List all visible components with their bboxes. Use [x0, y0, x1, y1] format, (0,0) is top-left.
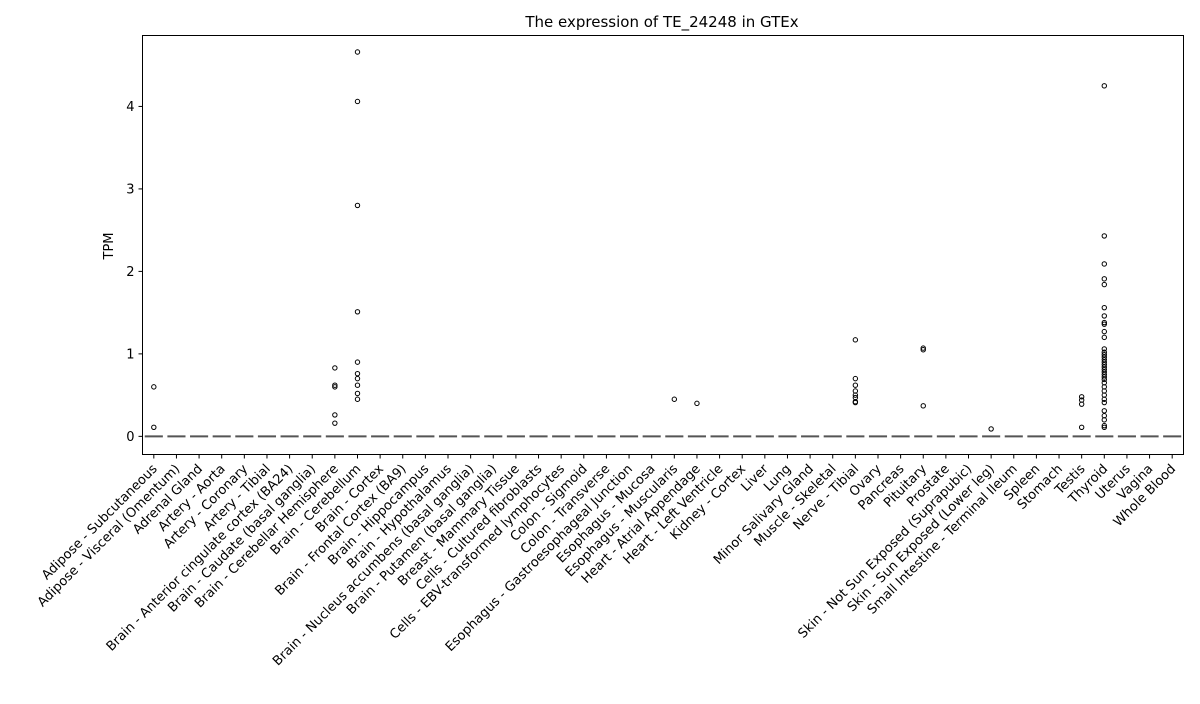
outlier-point [151, 424, 157, 430]
outlier-point [1101, 321, 1107, 327]
outlier-point [1101, 396, 1107, 402]
outlier-point [1101, 422, 1107, 429]
y-tick-label: 1 [126, 347, 134, 362]
outlier-point [354, 359, 361, 365]
outlier-point [1078, 401, 1085, 407]
outlier-point [988, 426, 994, 432]
outlier-point [1101, 351, 1107, 358]
chart-title: The expression of TE_24248 in GTEx [524, 13, 798, 32]
outlier-point [920, 403, 926, 409]
outlier-point [354, 202, 361, 209]
y-axis-label: TPM [102, 233, 117, 261]
outlier-point [151, 384, 157, 390]
outlier-point [1101, 369, 1107, 375]
outlier-point [1101, 261, 1107, 267]
outlier-point [1101, 319, 1107, 326]
outlier-point [671, 396, 678, 402]
outlier-point [1101, 346, 1107, 352]
outlier-point [1101, 371, 1107, 378]
outlier-point [332, 412, 338, 418]
outlier-point [354, 396, 361, 402]
outlier-point [354, 390, 361, 397]
outlier-point [354, 309, 361, 315]
outlier-point [1101, 361, 1107, 368]
outlier-point [1101, 424, 1107, 430]
outlier-point [354, 382, 361, 388]
outlier-point [852, 382, 859, 388]
outlier-point [852, 375, 859, 382]
outlier-point [852, 392, 859, 398]
outlier-point [354, 370, 361, 377]
y-tick-label: 2 [126, 265, 134, 280]
outlier-point [1101, 364, 1107, 370]
outlier-point [1101, 233, 1107, 239]
outlier-point [1101, 349, 1107, 355]
outlier-point [1101, 276, 1107, 282]
outlier-point [1101, 334, 1107, 341]
outlier-point [1101, 313, 1107, 319]
outlier-point [354, 98, 361, 105]
outlier-point [1101, 366, 1107, 373]
outlier-point [852, 399, 859, 406]
outlier-point [1101, 399, 1107, 406]
outlier-point [694, 400, 700, 407]
plot-frame [142, 35, 1184, 455]
outlier-point [920, 345, 926, 351]
outlier-point [1101, 304, 1107, 311]
outlier-point [332, 420, 338, 426]
outlier-point [1101, 354, 1107, 360]
outlier-point [1101, 408, 1107, 414]
outlier-point [332, 384, 338, 390]
outlier-point [332, 365, 338, 371]
outlier-point [1101, 376, 1107, 383]
outlier-point [1101, 281, 1107, 288]
outlier-point [1101, 359, 1107, 365]
y-tick-label: 3 [126, 182, 134, 197]
outlier-point [920, 347, 926, 353]
y-tick-label: 0 [126, 430, 134, 445]
outlier-point [852, 337, 859, 343]
outlier-point [1101, 328, 1107, 335]
y-tick-label: 4 [126, 100, 134, 115]
outlier-point [354, 375, 361, 382]
outlier-point [1078, 424, 1085, 430]
outlier-point [1101, 83, 1107, 89]
outlier-point [1078, 394, 1085, 400]
outlier-point [1101, 374, 1107, 380]
outlier-point [1101, 356, 1107, 363]
outlier-point [1101, 417, 1107, 423]
outlier-point [354, 49, 361, 55]
outlier-point [332, 382, 338, 388]
